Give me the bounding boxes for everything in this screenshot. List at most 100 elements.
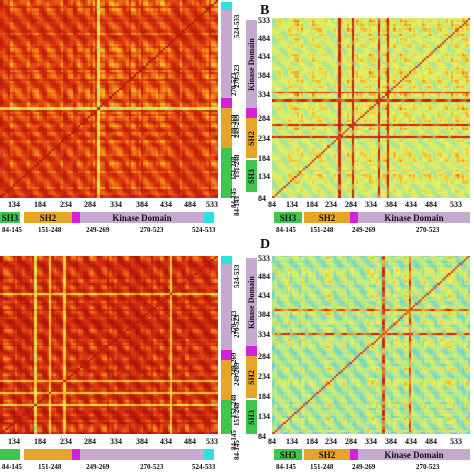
d-ytick-184: 184 <box>258 392 270 401</box>
a-hbar-kinase: Kinase Domain <box>80 212 204 223</box>
c-hbar-ct <box>204 449 214 460</box>
d-ytick-533: 533 <box>258 254 270 263</box>
a-xtick-184: 184 <box>34 200 46 209</box>
heatmap-panel-b <box>272 18 470 198</box>
c-xtick-234: 234 <box>60 437 72 446</box>
b-hbar-linker <box>350 212 358 223</box>
b-ytick-184: 184 <box>258 154 270 163</box>
a-xtick-134: 134 <box>8 200 20 209</box>
d-xtick-84: 84 <box>268 437 276 446</box>
a-vrange-ct: 524-533 <box>233 14 241 38</box>
c-hbar-sh3 <box>0 449 20 460</box>
c-hbar-linker <box>72 449 80 460</box>
c-range-linker: 249-269 <box>86 463 110 471</box>
d-range-kinase: 270-523 <box>416 463 440 471</box>
a-hbar-linker <box>72 212 80 223</box>
panel-b-label: B <box>260 3 270 18</box>
c-hbar-kinase <box>80 449 204 460</box>
d-ytick-84: 84 <box>258 432 266 441</box>
a-vbar-sh3 <box>221 148 232 198</box>
c-range-sh3: 84-145 <box>2 463 22 471</box>
a-hbar-sh2: SH2 <box>24 212 72 223</box>
d-hbar-sh3: SH3 <box>274 449 302 460</box>
b-hbar-sh3: SH3 <box>274 212 302 223</box>
b-range-kinase: 270-523 <box>416 226 440 234</box>
d-hbar-sh2: SH2 <box>304 449 350 460</box>
d-range-sh2: 151-248 <box>310 463 334 471</box>
a-range-linker: 249-269 <box>86 226 110 234</box>
c-vbar-kinase <box>221 264 232 350</box>
a-hbar-sh3: SH3 <box>0 212 20 223</box>
b-vbar-sh2: SH2 <box>246 118 257 158</box>
b-ytick-533: 533 <box>258 16 270 25</box>
b-range-sh2: 151-248 <box>310 226 334 234</box>
b-ytick-84: 84 <box>258 194 266 203</box>
heatmap-panel-c <box>0 256 218 434</box>
d-ytick-334: 334 <box>258 330 270 339</box>
b-hbar-kinase: Kinase Domain <box>358 212 470 223</box>
d-range-sh3: 84-145 <box>276 463 296 471</box>
d-vbar-sh2: SH2 <box>246 356 257 398</box>
d-vrange-sh2: 151-248 <box>230 394 238 418</box>
b-ytick-334: 334 <box>258 90 270 99</box>
d-hbar-linker <box>350 449 358 460</box>
d-vbar-sh3: SH3 <box>246 400 257 434</box>
d-xtick-334: 334 <box>365 437 377 446</box>
a-vbar-linker <box>221 98 232 108</box>
c-vbar-ct <box>221 256 232 264</box>
b-vbar-sh3: SH3 <box>246 160 257 192</box>
a-xtick-434: 434 <box>160 200 172 209</box>
heatmap-panel-d <box>272 256 470 434</box>
b-vrange-linker: 249-269 <box>230 114 238 138</box>
d-ytick-384: 384 <box>258 310 270 319</box>
d-xtick-184: 184 <box>306 437 318 446</box>
c-range-kinase: 270-523 <box>140 463 164 471</box>
d-vbar-linker <box>246 346 257 356</box>
c-vbar-sh2 <box>221 360 232 400</box>
d-vrange-kinase: 270-523 <box>230 310 238 334</box>
d-vrange-linker: 249-269 <box>230 352 238 376</box>
b-xtick-134: 134 <box>286 200 298 209</box>
c-xtick-384: 384 <box>136 437 148 446</box>
a-vbar-sh2 <box>221 108 232 148</box>
a-range-sh3: 84-145 <box>2 226 22 234</box>
a-vbar-ct <box>221 2 232 10</box>
a-xtick-334: 334 <box>110 200 122 209</box>
a-range-kinase: 270-523 <box>140 226 164 234</box>
d-range-linker: 249-269 <box>352 463 376 471</box>
a-xtick-234: 234 <box>60 200 72 209</box>
d-xtick-134: 134 <box>286 437 298 446</box>
panel-d-label: D <box>260 237 271 252</box>
c-xtick-434: 434 <box>160 437 172 446</box>
d-ytick-134: 134 <box>258 412 270 421</box>
c-xtick-284: 284 <box>84 437 96 446</box>
b-ytick-134: 134 <box>258 172 270 181</box>
a-xtick-384: 384 <box>136 200 148 209</box>
c-xtick-184: 184 <box>34 437 46 446</box>
d-xtick-434: 434 <box>405 437 417 446</box>
b-range-linker: 249-269 <box>352 226 376 234</box>
b-xtick-384: 384 <box>385 200 397 209</box>
b-vrange-sh3: 84-145 <box>230 188 238 208</box>
b-vbar-kinase: Kinase Domain <box>246 20 257 108</box>
a-hbar-ct <box>204 212 214 223</box>
b-xtick-84: 84 <box>268 200 276 209</box>
b-vrange-kinase: 270-523 <box>230 72 238 96</box>
d-hbar-kinase: Kinase Domain <box>358 449 470 460</box>
b-range-sh3: 84-145 <box>276 226 296 234</box>
c-range-sh2: 151-248 <box>38 463 62 471</box>
b-xtick-234: 234 <box>325 200 337 209</box>
d-vbar-kinase: Kinase Domain <box>246 258 257 346</box>
b-xtick-184: 184 <box>306 200 318 209</box>
d-vrange-sh3: 84-145 <box>230 430 238 450</box>
c-xtick-533: 533 <box>206 437 218 446</box>
d-xtick-384: 384 <box>385 437 397 446</box>
b-vrange-sh2: 151-248 <box>230 156 238 180</box>
b-ytick-434: 434 <box>258 52 270 61</box>
a-xtick-284: 284 <box>84 200 96 209</box>
b-hbar-sh2: SH2 <box>304 212 350 223</box>
d-ytick-284: 284 <box>258 352 270 361</box>
b-xtick-533: 533 <box>450 200 462 209</box>
b-ytick-284: 284 <box>258 114 270 123</box>
b-ytick-384: 384 <box>258 71 270 80</box>
